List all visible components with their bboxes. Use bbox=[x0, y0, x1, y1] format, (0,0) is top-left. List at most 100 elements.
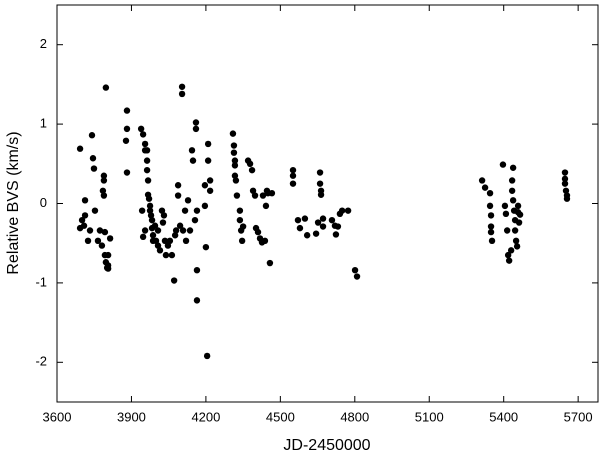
data-point bbox=[89, 155, 97, 162]
y-tick-label: 2 bbox=[40, 36, 47, 51]
x-tick-label: 3600 bbox=[43, 409, 72, 424]
data-point bbox=[143, 157, 151, 164]
data-point bbox=[254, 228, 262, 236]
data-point bbox=[148, 216, 156, 224]
data-point bbox=[84, 237, 92, 245]
data-point bbox=[149, 232, 157, 239]
data-point bbox=[206, 177, 214, 184]
data-point bbox=[259, 192, 267, 199]
data-point bbox=[178, 83, 186, 90]
data-point bbox=[144, 177, 152, 184]
y-tick-label: 1 bbox=[40, 116, 47, 131]
data-point bbox=[201, 182, 209, 189]
data-point bbox=[561, 175, 569, 183]
data-point bbox=[143, 147, 151, 154]
data-point bbox=[338, 207, 346, 214]
data-point bbox=[317, 187, 325, 194]
data-point bbox=[123, 169, 131, 176]
data-point bbox=[86, 227, 94, 234]
data-point bbox=[487, 223, 495, 230]
data-point bbox=[186, 227, 194, 234]
data-point bbox=[78, 216, 86, 224]
data-point bbox=[161, 237, 169, 245]
data-point bbox=[231, 162, 239, 169]
y-tick-label: -1 bbox=[35, 274, 47, 289]
data-point bbox=[513, 243, 521, 250]
data-point bbox=[301, 215, 309, 222]
data-point bbox=[486, 202, 494, 210]
data-point bbox=[159, 219, 167, 226]
data-point bbox=[100, 192, 108, 199]
data-point bbox=[147, 212, 155, 219]
data-point bbox=[139, 233, 147, 241]
data-point bbox=[319, 215, 327, 222]
data-point bbox=[98, 242, 106, 249]
data-point bbox=[344, 207, 352, 214]
data-point bbox=[168, 251, 176, 259]
data-point bbox=[238, 237, 246, 245]
data-point bbox=[501, 202, 509, 210]
data-point bbox=[172, 227, 180, 234]
data-point bbox=[351, 266, 359, 274]
data-point bbox=[230, 142, 238, 149]
data-point bbox=[294, 216, 302, 224]
data-point bbox=[316, 169, 324, 176]
data-point bbox=[289, 166, 297, 174]
data-point bbox=[328, 216, 336, 224]
data-point bbox=[561, 169, 569, 176]
x-tick-label: 3900 bbox=[117, 409, 146, 424]
data-point bbox=[266, 259, 274, 267]
data-point bbox=[184, 197, 192, 204]
data-point bbox=[509, 164, 517, 171]
data-point bbox=[101, 228, 109, 236]
data-point bbox=[512, 237, 520, 245]
data-point bbox=[100, 177, 108, 184]
data-point bbox=[507, 247, 515, 254]
data-point bbox=[508, 177, 516, 184]
data-point bbox=[145, 195, 153, 202]
data-point bbox=[229, 130, 237, 137]
data-point bbox=[314, 219, 322, 226]
data-point bbox=[104, 265, 112, 272]
data-point bbox=[334, 223, 342, 230]
data-point bbox=[561, 180, 569, 187]
data-point bbox=[478, 177, 486, 184]
data-point bbox=[90, 165, 98, 172]
data-point bbox=[156, 247, 164, 254]
data-point bbox=[233, 192, 241, 199]
data-point bbox=[204, 140, 212, 148]
data-point bbox=[104, 251, 112, 259]
data-point bbox=[508, 187, 516, 194]
y-tick-label: -2 bbox=[35, 354, 47, 369]
data-point bbox=[201, 202, 209, 210]
data-point bbox=[206, 187, 214, 194]
data-point bbox=[106, 235, 114, 242]
x-tick-label: 5400 bbox=[489, 409, 518, 424]
data-point bbox=[138, 207, 146, 214]
data-point bbox=[94, 237, 102, 245]
data-point bbox=[353, 273, 361, 280]
data-point bbox=[91, 207, 99, 214]
data-point bbox=[296, 224, 304, 232]
data-point bbox=[162, 251, 170, 259]
data-point bbox=[511, 227, 519, 234]
data-point bbox=[516, 211, 524, 218]
data-point bbox=[143, 166, 151, 174]
data-point bbox=[88, 132, 96, 139]
data-point bbox=[123, 107, 131, 114]
data-point bbox=[562, 187, 570, 194]
data-point bbox=[504, 251, 512, 259]
data-point bbox=[193, 266, 201, 274]
data-point bbox=[76, 145, 84, 152]
data-point bbox=[81, 197, 89, 204]
x-tick-label: 4500 bbox=[266, 409, 295, 424]
data-point bbox=[319, 223, 327, 230]
data-point bbox=[232, 177, 240, 184]
data-point bbox=[171, 232, 179, 239]
data-point bbox=[502, 210, 510, 218]
data-point bbox=[231, 157, 239, 164]
data-point bbox=[499, 161, 507, 168]
data-point bbox=[268, 189, 276, 197]
data-point bbox=[332, 231, 340, 238]
